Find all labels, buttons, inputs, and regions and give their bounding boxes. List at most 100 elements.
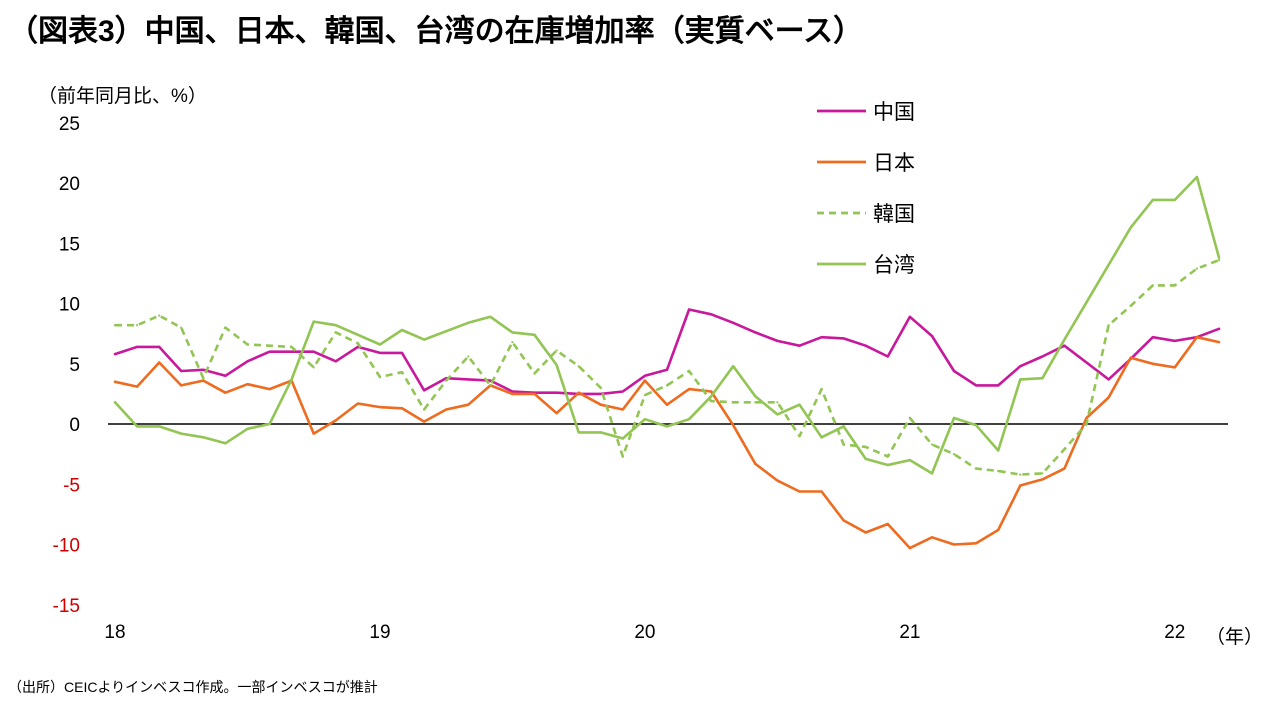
data-point [997,528,1000,532]
data-point [445,330,448,333]
data-point [1085,301,1088,304]
data-point [1063,344,1066,347]
data-point [599,431,602,434]
data-point [776,413,779,416]
series-line-4 [113,175,1221,475]
data-point [621,437,624,440]
data-point [952,416,956,420]
data-point [290,345,293,348]
data-point [776,339,779,342]
data-point [356,342,359,345]
data-point [378,343,382,346]
data-point [665,368,669,371]
data-point [688,418,691,421]
data-point [489,315,492,318]
data-point [290,350,293,353]
source-note: （出所）CEICよりインベスコ作成。一部インベスコが推計 [8,679,378,695]
data-point [820,490,823,493]
y-axis-tick-labels: 25 20 15 10 5 0 -5 -10 -15 [53,114,80,617]
data-point [400,407,404,410]
y-tick-label: 10 [59,295,80,316]
legend-label: 日本 [873,152,915,175]
data-point [113,380,117,383]
data-point [334,360,337,363]
data-point [180,326,183,329]
data-point [599,386,602,389]
data-point [930,536,934,539]
data-point [1107,324,1110,327]
data-point [621,408,624,411]
data-point [224,442,227,445]
data-point [400,351,404,354]
data-point [886,455,889,458]
data-point [246,343,249,346]
data-point [732,365,735,368]
data-point [555,363,558,367]
data-point [577,391,580,394]
x-tick-label: 20 [634,622,655,643]
data-point [1107,263,1110,266]
data-point [908,416,912,420]
data-point [908,315,912,318]
data-point [136,385,139,388]
data-point [577,365,580,368]
data-point [1041,355,1044,358]
legend-item: 中国 [817,101,915,124]
data-point [710,395,713,398]
data-point [334,331,337,334]
data-point [445,379,448,382]
data-point [665,384,669,387]
data-point [621,455,624,458]
data-point [710,313,713,316]
data-point [952,369,956,373]
data-point [798,344,801,347]
data-point [202,379,205,382]
data-point [312,350,315,353]
data-point [1217,256,1221,259]
data-point [599,392,602,395]
data-point [533,372,536,375]
data-point [113,401,117,404]
data-point [665,425,669,428]
legend-item: 日本 [817,152,915,175]
y-tick-label: 5 [69,355,80,376]
data-point [489,384,492,387]
data-point [1173,284,1176,287]
data-point [798,490,801,493]
data-point [798,403,801,406]
data-point [820,336,823,339]
data-point [423,408,426,411]
data-point [1173,198,1176,201]
data-point [356,402,359,405]
data-point [975,384,978,387]
data-point [886,463,889,467]
data-point [423,420,426,423]
data-point [930,334,934,338]
data-point [643,374,647,377]
data-point [1195,267,1198,270]
data-point [268,350,271,353]
data-point [643,418,647,421]
data-point [511,392,514,395]
data-point [1217,259,1221,262]
legend-item: 韓国 [817,203,915,226]
data-point [1085,416,1088,420]
series-line-3 [115,258,1220,476]
data-point [1041,478,1044,481]
data-point [1217,341,1221,344]
data-point [467,378,470,381]
data-point [732,321,735,324]
data-point [423,338,426,341]
data-point [732,424,735,427]
data-point [1129,304,1132,307]
data-point [688,308,691,311]
data-point [423,389,426,392]
data-point [975,542,978,545]
data-point [1019,365,1022,368]
data-point [1107,396,1110,399]
y-tick-label: 20 [59,174,80,195]
data-point [1151,284,1154,287]
y-tick-label: -15 [53,596,80,617]
data-point [378,351,382,354]
data-point [754,462,757,465]
